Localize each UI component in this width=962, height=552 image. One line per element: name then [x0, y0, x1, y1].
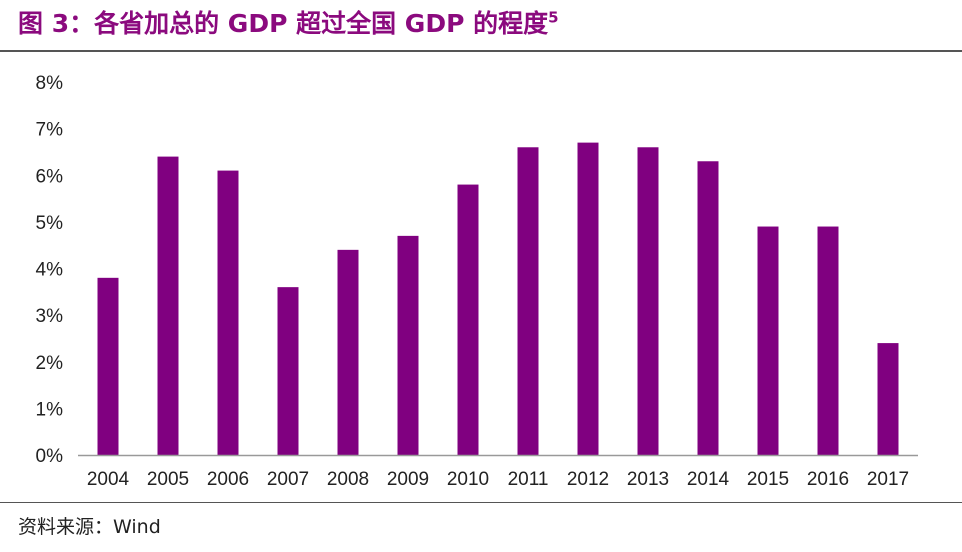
x-tick-label: 2009 [387, 469, 429, 490]
bar-2013 [637, 147, 659, 455]
bar-2005 [157, 156, 179, 455]
y-axis-ticks: 0% 1% 2% 3% 4% 5% 6% 7% 8% [36, 73, 64, 467]
bar-2012 [577, 142, 599, 456]
x-tick-label: 2005 [147, 469, 189, 490]
bar-chart: 0%1%2%3%4%5%6%7%8% 2004 2005 2006 2007 2008 2… [36, 73, 918, 490]
x-tick-label: 2012 [567, 469, 609, 490]
figure-title: 图 3：各省加总的 GDP 超过全国 GDP 的程度5 [18, 6, 559, 42]
bar-2008 [337, 249, 359, 455]
y-tick-label: 6% [36, 166, 64, 187]
y-tick-label: 4% [36, 260, 64, 281]
y-tick-label: 3% [36, 306, 64, 327]
bar-2007 [277, 287, 299, 455]
x-tick-label: 2014 [687, 469, 730, 490]
y-tick-label: 5% [36, 213, 64, 234]
x-tick-label: 2007 [267, 469, 309, 490]
bar-2009 [397, 235, 419, 455]
x-tick-label: 2010 [447, 469, 489, 490]
y-tick-label: 1% [36, 399, 64, 420]
x-tick-label: 2015 [747, 469, 789, 490]
bar-2010 [457, 184, 479, 455]
y-tick-label: 7% [36, 120, 64, 141]
x-tick-label: 2013 [627, 469, 669, 490]
bar-2004 [97, 277, 119, 455]
y-tick-label: 0% [36, 446, 64, 467]
x-tick-label: 2008 [327, 469, 369, 490]
bottom-divider [0, 502, 962, 503]
bar-2016 [817, 226, 839, 455]
x-axis-ticks: 2004 2005 2006 2007 2008 2009 2010 2011 2012 2013… [87, 469, 909, 490]
x-tick-label: 2017 [867, 469, 909, 490]
y-tick-label: 2% [36, 353, 64, 374]
figure-title-text: 图 3：各省加总的 GDP 超过全国 GDP 的程度 [18, 9, 549, 38]
bar-2014 [697, 161, 719, 455]
x-tick-label: 2004 [87, 469, 130, 490]
bars-group [97, 142, 899, 456]
bar-2006 [217, 170, 239, 455]
bar-2015 [757, 226, 779, 455]
figure-title-footnote: 5 [548, 8, 559, 27]
source-note: 资料来源：Wind [18, 516, 161, 538]
x-tick-label: 2016 [807, 469, 849, 490]
x-tick-label: 2006 [207, 469, 249, 490]
bar-2017 [877, 343, 899, 455]
x-tick-label: 2011 [508, 469, 549, 490]
y-tick-label: 8% [36, 73, 64, 94]
bar-2011 [517, 147, 539, 455]
top-divider [0, 50, 962, 52]
